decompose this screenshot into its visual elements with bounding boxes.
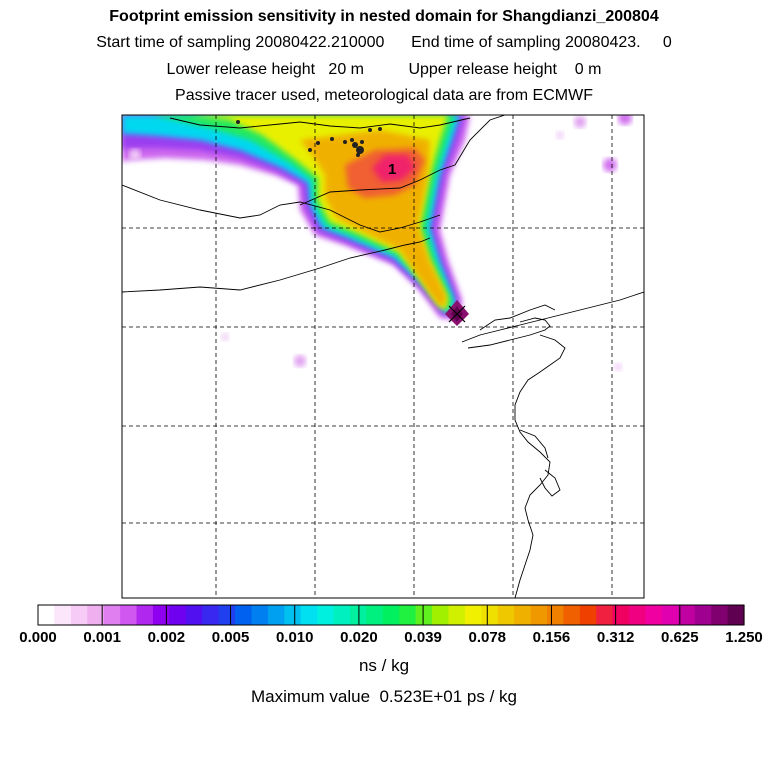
colorbar-tick-label: 0.010 [275, 629, 314, 646]
tracer-info-line: Passive tracer used, meteorological data… [175, 87, 593, 104]
colorbar-tick-label: 0.002 [147, 629, 186, 646]
colorbar-swatch [317, 605, 335, 625]
colorbar-swatch [54, 605, 72, 625]
contour-label: 1 [388, 161, 396, 178]
colorbar-swatch [284, 605, 302, 625]
colorbar-swatch [629, 605, 647, 625]
colorbar-tick-label: 0.312 [596, 629, 635, 646]
colorbar-swatch [661, 605, 679, 625]
colorbar-swatch [202, 605, 220, 625]
isolated-spot [574, 116, 586, 128]
colorbar-swatch [448, 605, 466, 625]
colorbar-swatch [103, 605, 121, 625]
colorbar-swatch [120, 605, 138, 625]
colorbar-swatch [235, 605, 253, 625]
isolated-spot [556, 131, 564, 139]
colorbar-swatch [481, 605, 499, 625]
coastlines [122, 115, 644, 598]
sampling-time-line: Start time of sampling 20080422.210000 E… [96, 34, 672, 51]
colorbar-swatch [514, 605, 532, 625]
release-height-line: Lower release height 20 m Upper release … [166, 61, 602, 78]
colorbar-tick-label: 0.156 [532, 629, 571, 646]
colorbar-swatch [497, 605, 515, 625]
colorbar-swatch [382, 605, 400, 625]
colorbar-tick-label: 0.001 [83, 629, 121, 646]
lat-lon-grid [122, 115, 644, 598]
colorbar-tick-label: 0.078 [468, 629, 507, 646]
colorbar-swatch [399, 605, 417, 625]
isolated-spot [221, 333, 229, 341]
colorbar-swatch [87, 605, 105, 625]
colorbar-swatch [464, 605, 482, 625]
colorbar-swatch [70, 605, 88, 625]
colorbar-tick-label: 0.000 [19, 629, 57, 646]
isolated-spot [618, 115, 632, 125]
colorbar-swatch [612, 605, 630, 625]
colorbar-swatch [366, 605, 384, 625]
colorbar-swatch [251, 605, 269, 625]
colorbar-units: ns / kg [358, 656, 410, 675]
colorbar-swatch [678, 605, 696, 625]
colorbar-frame [37, 604, 745, 626]
sensitivity-field: 1 [122, 115, 644, 598]
colorbar-swatch [645, 605, 663, 625]
colorbar-tick-label: 1.250 [725, 629, 763, 646]
colorbar-swatch [596, 605, 614, 625]
colorbar-tick-label: 0.005 [211, 629, 250, 646]
colorbar-swatch [415, 605, 433, 625]
colorbar-swatch [432, 605, 450, 625]
colorbar-swatch [727, 605, 745, 625]
colorbar-swatch [185, 605, 203, 625]
colorbar-swatch [136, 605, 154, 625]
isolated-spot [614, 363, 622, 371]
colorbar-swatch [38, 605, 56, 625]
release-site-marker [448, 305, 466, 323]
colorbar [37, 604, 745, 626]
colorbar-swatch [530, 605, 548, 625]
isolated-spot [129, 149, 141, 161]
colorbar-swatch [267, 605, 285, 625]
colorbar-swatch [694, 605, 712, 625]
plume-peak-core [372, 155, 415, 182]
plot-title: Footprint emission sensitivity in nested… [109, 8, 659, 25]
colorbar-swatch [563, 605, 581, 625]
lake-markers [236, 120, 382, 157]
map-frame [121, 114, 645, 599]
maximum-value-text: Maximum value 0.523E+01 ps / kg [251, 687, 517, 706]
colorbar-swatch [169, 605, 187, 625]
isolated-spot [603, 158, 617, 172]
colorbar-swatch [711, 605, 729, 625]
colorbar-tick-label: 0.625 [661, 629, 699, 646]
colorbar-tick-label: 0.020 [340, 629, 378, 646]
isolated-spot [294, 355, 306, 367]
colorbar-swatch [333, 605, 351, 625]
colorbar-swatch [152, 605, 170, 625]
colorbar-swatch [218, 605, 236, 625]
colorbar-tick-label: 0.039 [404, 629, 442, 646]
colorbar-swatch [300, 605, 318, 625]
colorbar-swatch [546, 605, 564, 625]
colorbar-swatch [579, 605, 597, 625]
